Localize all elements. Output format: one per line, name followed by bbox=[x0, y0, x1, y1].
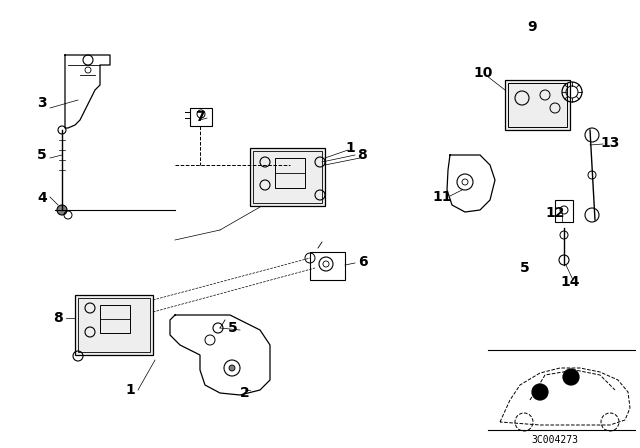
Text: 8: 8 bbox=[53, 311, 63, 325]
Circle shape bbox=[532, 384, 548, 400]
Text: 5: 5 bbox=[37, 148, 47, 162]
Text: 7: 7 bbox=[195, 110, 205, 124]
Text: 2: 2 bbox=[240, 386, 250, 400]
Bar bbox=[75, 295, 153, 355]
Text: 11: 11 bbox=[432, 190, 452, 204]
Text: 5: 5 bbox=[520, 261, 530, 275]
Text: 13: 13 bbox=[600, 136, 620, 150]
Bar bbox=[508, 83, 567, 127]
Text: 1: 1 bbox=[345, 141, 355, 155]
Bar bbox=[275, 158, 305, 188]
Bar bbox=[555, 200, 573, 222]
Bar bbox=[100, 305, 130, 333]
Text: 5: 5 bbox=[228, 321, 238, 335]
Text: 9: 9 bbox=[527, 20, 537, 34]
Bar bbox=[310, 252, 345, 280]
Circle shape bbox=[229, 365, 235, 371]
Bar bbox=[78, 298, 150, 352]
Text: 8: 8 bbox=[357, 148, 367, 162]
Text: 12: 12 bbox=[545, 206, 564, 220]
Text: 1: 1 bbox=[125, 383, 135, 397]
Circle shape bbox=[57, 205, 67, 215]
Bar bbox=[250, 148, 325, 206]
Text: 3: 3 bbox=[37, 96, 47, 110]
Text: 4: 4 bbox=[37, 191, 47, 205]
Text: 3C004273: 3C004273 bbox=[531, 435, 579, 445]
Text: 10: 10 bbox=[474, 66, 493, 80]
Bar bbox=[505, 80, 570, 130]
Text: 14: 14 bbox=[560, 275, 580, 289]
Text: 6: 6 bbox=[358, 255, 368, 269]
Bar bbox=[190, 108, 212, 126]
Bar bbox=[253, 151, 322, 203]
Circle shape bbox=[563, 369, 579, 385]
